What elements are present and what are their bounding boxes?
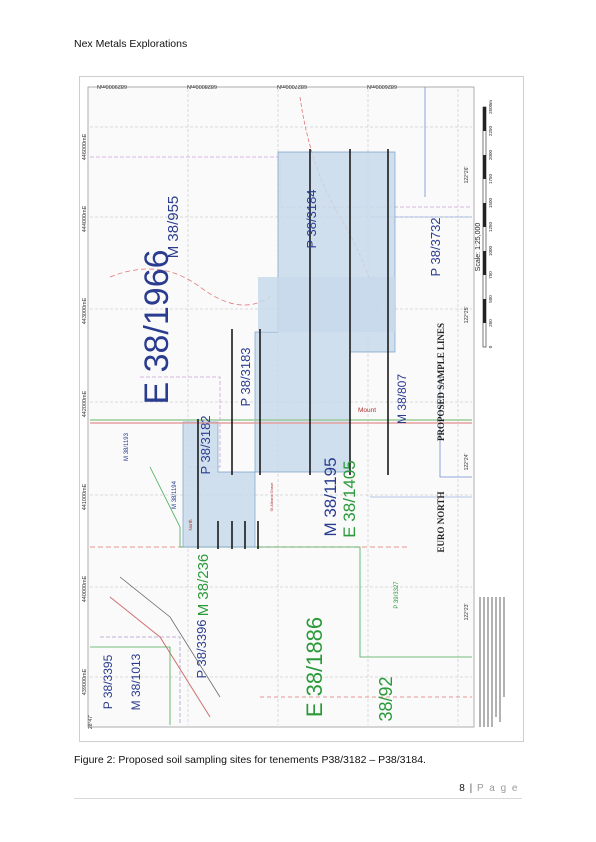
tenement-label: M 38/1195 [321,457,340,536]
scale-tick: 500 [488,295,493,303]
footer-rule [74,798,522,799]
legend-proposed-lines: PROPOSED SAMPLE LINES [436,323,446,441]
tenement-label: P 39/3327 [394,581,400,609]
map-figure: 6829000mN 6828000mN 6827000mN 6826000mN … [82,83,505,729]
tenement-label: M 38/955 [165,196,182,259]
footer-separator: | [469,783,473,794]
easting-label: 442000mE [82,390,88,417]
northing-label: 6829000mN [97,83,127,89]
tenement-label: P 38/3182 [198,415,213,474]
easting-label: 446000mE [82,133,88,160]
northing-label: 6827000mN [277,83,307,89]
tenement-label: 38/92 [376,676,396,721]
tenement-label: P 38/3183 [238,347,253,406]
scale-tick: 0 [488,345,493,348]
place-label: St Albans Grave [269,482,274,512]
scale-label: Scale: 1:25,000 [475,223,482,272]
coordinate-label: 28°47' [88,715,94,729]
easting-label: 441000mE [82,483,88,510]
scale-tick: 1250 [488,221,493,232]
tenement-label: P 38/3396 [194,619,209,678]
coordinate-label: 122°24' [464,454,470,471]
coordinate-label: 122°25' [464,307,470,324]
tenement-label: P 38/3184 [304,189,319,248]
tenement-label: E 38/1966 [138,249,176,404]
page-word: P a g e [476,783,519,794]
scale-tick: 1000 [488,245,493,256]
tenement-label: M 38/1193 [124,432,130,461]
scale-tick: 750 [488,271,493,279]
easting-label: 439000mE [82,668,88,695]
easting-label: 443000mE [82,297,88,324]
tenement-label: E 38/1405 [340,460,359,538]
tenement-label: P 38/3732 [428,217,443,276]
place-label: Mount [358,407,376,414]
place-label: North [188,519,193,531]
tenement-label: M 38/807 [395,374,409,424]
easting-label: 440000mE [82,575,88,602]
northing-label: 6826000mN [367,83,397,89]
page-number: 8 [459,783,465,794]
tenement-label: M 38/1194 [172,480,178,509]
northing-label: 6828000mN [187,83,217,89]
tenement-label: E 38/1886 [302,617,327,717]
scale-tick: 2250 [488,125,493,136]
document-header: Nex Metals Explorations [74,38,188,50]
coordinate-label: 122°23' [464,604,470,621]
legend-region: EURO NORTH [436,492,446,553]
scale-tick: 1750 [488,173,493,184]
tenement-map: 6829000mN 6828000mN 6827000mN 6826000mN … [79,76,524,742]
map-notes-block [479,597,505,727]
tenement-label: P 38/3395 [101,654,115,709]
scale-tick: 2500m [488,100,493,114]
scale-tick: 250 [488,319,493,327]
scale-tick: 1500 [488,197,493,208]
tenement-label: M 38/1013 [129,653,143,710]
page-footer: 8 | P a g e [459,783,519,794]
coordinate-label: 122°26' [464,167,470,184]
tenement-label: M 38/236 [195,554,212,617]
easting-label: 444000mE [82,205,88,232]
scale-tick: 2000 [488,149,493,160]
figure-caption: Figure 2: Proposed soil sampling sites f… [74,754,426,766]
